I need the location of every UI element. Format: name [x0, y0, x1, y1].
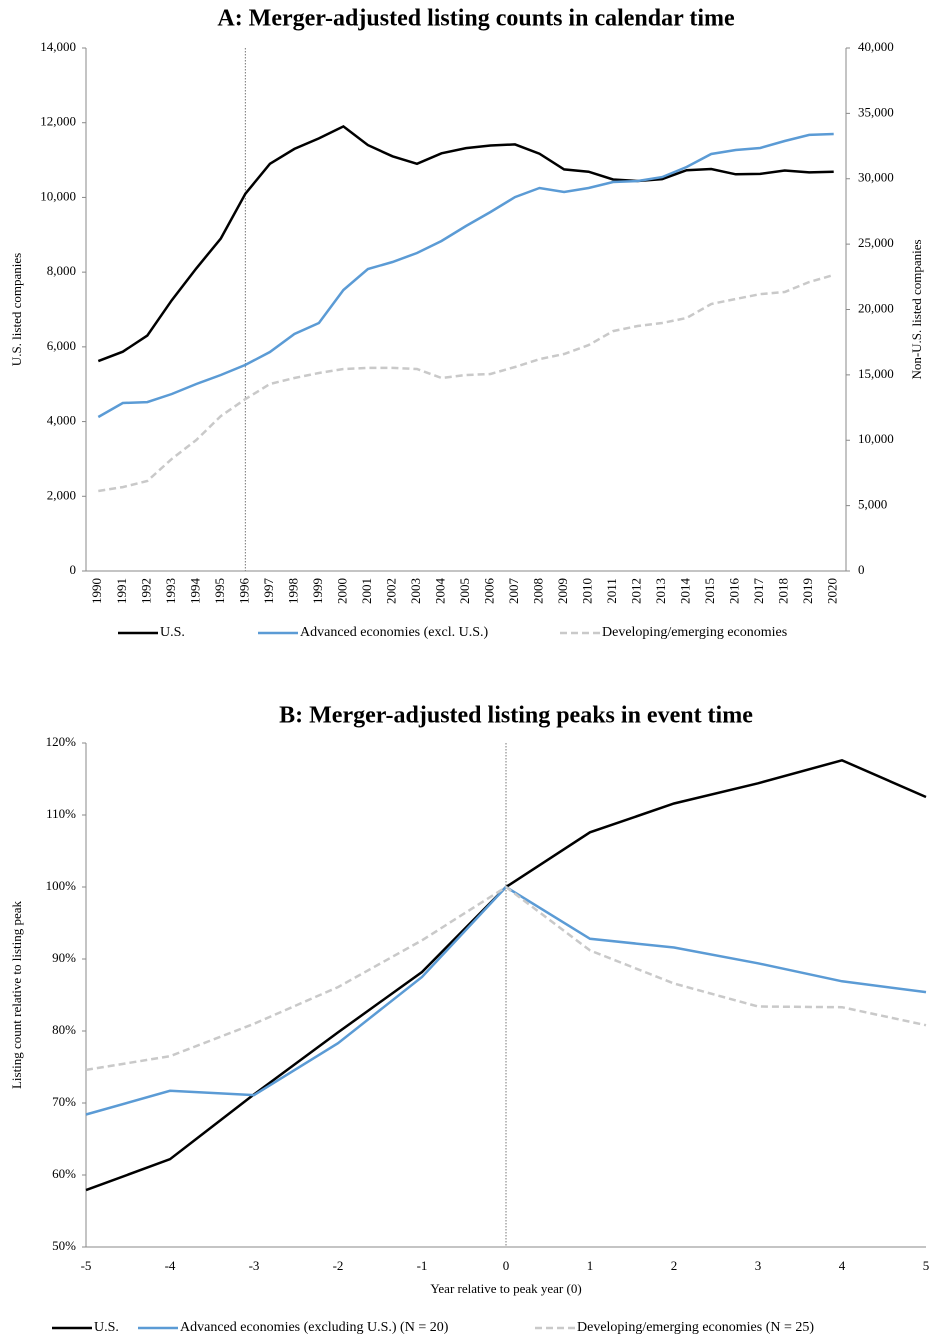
y-tick-label: 12,000: [40, 114, 76, 129]
series-line: [97, 132, 834, 419]
x-tick-label: 2000: [334, 578, 349, 604]
y-tick-label: 100%: [46, 878, 77, 893]
x-tick-label: 2005: [457, 578, 472, 604]
legend-label: U.S.: [94, 1320, 119, 1335]
y-tick-label: 10,000: [40, 188, 76, 203]
y-tick-label: 70%: [52, 1094, 76, 1109]
x-tick-label: 1999: [310, 578, 325, 604]
x-tick-label: 1991: [114, 578, 129, 604]
x-axis-title: Year relative to peak year (0): [430, 1281, 581, 1296]
legend-label: Developing/emerging economies: [602, 625, 787, 640]
legend-label: Advanced economies (excluding U.S.) (N =…: [180, 1320, 449, 1335]
y2-tick-label: 20,000: [858, 300, 894, 315]
y-tick-label: 14,000: [40, 39, 76, 54]
y2-tick-label: 30,000: [858, 170, 894, 185]
legend-label: Developing/emerging economies (N = 25): [577, 1320, 814, 1335]
x-tick-label: 2003: [408, 578, 423, 604]
x-tick-label: 2017: [751, 578, 766, 605]
legend-label: Advanced economies (excl. U.S.): [300, 625, 488, 640]
x-tick-label: 1997: [261, 578, 276, 605]
y2-tick-label: 15,000: [858, 366, 894, 381]
y-tick-label: 8,000: [47, 263, 76, 278]
x-tick-label: 1998: [285, 578, 300, 604]
series-line: [85, 885, 927, 1072]
y2-tick-label: 0: [858, 562, 865, 577]
x-tick-label: 2013: [653, 578, 668, 604]
x-tick-label: 1995: [212, 578, 227, 604]
series-line: [97, 124, 834, 363]
x-tick-label: 1992: [138, 578, 153, 604]
series-line: [98, 273, 835, 493]
y-tick-label: 50%: [52, 1238, 76, 1253]
y-tick-label: 0: [70, 562, 77, 577]
y-tick-label: 4,000: [47, 413, 76, 428]
y2-tick-label: 10,000: [858, 431, 894, 446]
x-tick-label: 1: [587, 1258, 594, 1273]
x-tick-label: -4: [165, 1258, 176, 1273]
legend-label: U.S.: [160, 625, 185, 640]
y-tick-label: 2,000: [47, 487, 76, 502]
y-tick-label: 80%: [52, 1022, 76, 1037]
y2-tick-label: 35,000: [858, 104, 894, 119]
y-tick-label: 60%: [52, 1166, 76, 1181]
x-tick-label: 1990: [89, 578, 104, 604]
y-tick-label: 110%: [46, 806, 76, 821]
x-tick-label: 2009: [555, 578, 570, 604]
y-tick-label: 90%: [52, 950, 76, 965]
x-tick-label: 2001: [359, 578, 374, 604]
y-tick-label: 6,000: [47, 338, 76, 353]
x-tick-label: 1996: [236, 578, 251, 605]
x-tick-label: 2020: [825, 578, 840, 604]
x-tick-label: 1993: [163, 578, 178, 604]
x-tick-label: 0: [503, 1258, 510, 1273]
y2-tick-label: 40,000: [858, 39, 894, 54]
x-tick-label: 2019: [800, 578, 815, 604]
x-tick-label: 2: [671, 1258, 678, 1273]
x-tick-label: -3: [249, 1258, 260, 1273]
x-tick-label: 2008: [531, 578, 546, 604]
x-tick-label: 2002: [383, 578, 398, 604]
x-tick-label: 2004: [432, 578, 447, 605]
x-tick-label: 2012: [629, 578, 644, 604]
x-tick-label: 2006: [482, 578, 497, 605]
x-tick-label: 2016: [727, 578, 742, 605]
x-tick-label: 3: [755, 1258, 762, 1273]
y-axis-title: U.S. listed companies: [9, 253, 24, 366]
x-tick-label: -2: [333, 1258, 344, 1273]
y-tick-label: 120%: [46, 734, 77, 749]
x-tick-label: 2018: [776, 578, 791, 604]
x-tick-label: 4: [839, 1258, 846, 1273]
x-tick-label: -1: [417, 1258, 428, 1273]
x-tick-label: -5: [81, 1258, 92, 1273]
chart-title: A: Merger-adjusted listing counts in cal…: [217, 6, 735, 32]
x-tick-label: 2015: [702, 578, 717, 604]
y2-tick-label: 5,000: [858, 497, 887, 512]
y-axis-title: Listing count relative to listing peak: [9, 900, 24, 1089]
x-tick-label: 2010: [580, 578, 595, 604]
y2-axis-title: Non-U.S. listed companies: [909, 239, 924, 379]
x-tick-label: 1994: [187, 578, 202, 605]
x-tick-label: 5: [923, 1258, 930, 1273]
x-tick-label: 2014: [678, 578, 693, 605]
x-tick-label: 2007: [506, 578, 521, 605]
chart-title: B: Merger-adjusted listing peaks in even…: [279, 703, 753, 729]
x-tick-label: 2011: [604, 578, 619, 604]
y2-tick-label: 25,000: [858, 235, 894, 250]
